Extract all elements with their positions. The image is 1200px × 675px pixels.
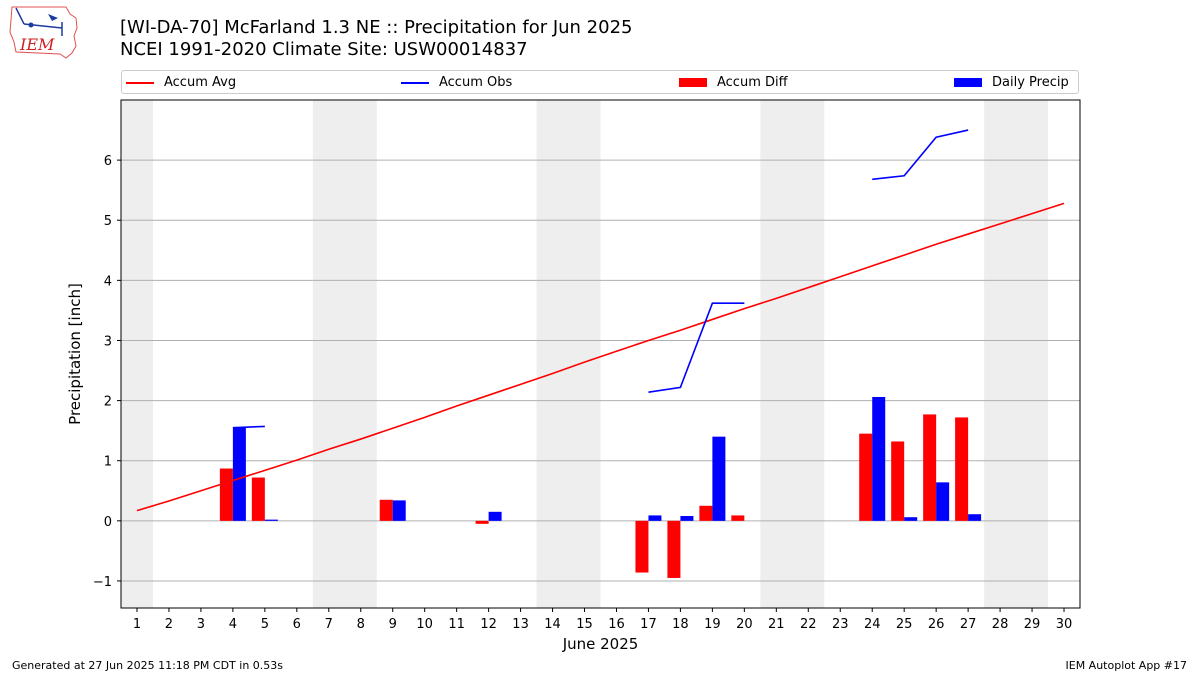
chart-subtitle: NCEI 1991-2020 Climate Site: USW00014837 <box>120 39 528 60</box>
ytick-label-5: 5 <box>104 214 112 229</box>
xtick-label-28: 28 <box>992 617 1009 632</box>
bar-accum-diff-26 <box>923 414 937 521</box>
xtick-label-14: 14 <box>544 617 561 632</box>
weekend-band-3 <box>760 100 825 608</box>
xtick-label-26: 26 <box>928 617 945 632</box>
weekend-band-0 <box>121 100 153 608</box>
bar-accum-diff-18 <box>667 520 681 578</box>
ytick-label-4: 4 <box>104 274 112 289</box>
legend: Accum Avg Accum Obs Accum Diff Daily Pre… <box>121 70 1079 94</box>
line-accum-obs-seg-2 <box>872 129 969 181</box>
xtick-label-10: 10 <box>416 617 433 632</box>
x-axis-label: June 2025 <box>562 635 639 653</box>
logo-text: IEM <box>19 35 55 54</box>
bar-daily-precip-5 <box>264 519 278 521</box>
xtick-label-6: 6 <box>293 617 301 632</box>
iem-logo: IEM <box>9 6 78 59</box>
bar-daily-precip-19 <box>712 436 726 521</box>
bar-daily-precip-4 <box>232 427 246 521</box>
ytick-label-1: 1 <box>104 455 112 470</box>
xtick-label-17: 17 <box>640 617 657 632</box>
chart-title: [WI-DA-70] McFarland 1.3 NE :: Precipita… <box>120 17 633 38</box>
xtick-label-12: 12 <box>480 617 497 632</box>
legend-label-accum-obs: Accum Obs <box>439 75 513 90</box>
legend-item-accum-obs: Accum Obs <box>401 74 512 91</box>
xtick-label-27: 27 <box>960 617 977 632</box>
xtick-label-25: 25 <box>896 617 913 632</box>
xtick-label-15: 15 <box>576 617 593 632</box>
legend-item-daily-precip: Daily Precip <box>954 74 1069 91</box>
bar-daily-precip-9 <box>392 500 406 521</box>
bar-accum-diff-9 <box>379 499 393 521</box>
legend-swatch-accum-avg <box>126 81 154 84</box>
bar-accum-diff-5 <box>251 477 265 521</box>
legend-item-accum-diff: Accum Diff <box>679 74 788 91</box>
bar-accum-diff-4 <box>219 468 233 521</box>
xtick-label-4: 4 <box>229 617 237 632</box>
xtick-label-20: 20 <box>736 617 753 632</box>
xtick-label-9: 9 <box>389 617 397 632</box>
generated-note: Generated at 27 Jun 2025 11:18 PM CDT in… <box>12 659 284 672</box>
line-accum-avg-seg-0 <box>136 202 1065 512</box>
bar-accum-diff-12 <box>475 520 489 524</box>
xtick-label-2: 2 <box>165 617 173 632</box>
xtick-label-1: 1 <box>133 617 141 632</box>
ytick-label-0: 0 <box>104 515 112 530</box>
weekend-band-1 <box>312 100 377 608</box>
bar-accum-diff-17 <box>635 520 649 573</box>
xtick-label-3: 3 <box>197 617 205 632</box>
bar-accum-diff-25 <box>891 441 905 521</box>
y-axis-label: Precipitation [inch] <box>66 283 84 425</box>
ytick-label-3: 3 <box>104 334 112 349</box>
xtick-label-7: 7 <box>325 617 333 632</box>
line-accum-obs-seg-1 <box>648 302 745 393</box>
bar-daily-precip-24 <box>872 396 886 521</box>
xtick-label-19: 19 <box>704 617 721 632</box>
weekend-band-4 <box>984 100 1049 608</box>
legend-item-accum-avg: Accum Avg <box>126 74 236 91</box>
bar-accum-diff-20 <box>731 515 745 521</box>
legend-swatch-accum-diff <box>679 78 707 87</box>
xtick-label-30: 30 <box>1056 617 1073 632</box>
bar-daily-precip-17 <box>648 515 662 521</box>
bar-daily-precip-12 <box>488 511 502 521</box>
plot-frame <box>120 99 1081 609</box>
ytick-label-6: 6 <box>104 154 112 169</box>
weekend-band-2 <box>536 100 601 608</box>
bar-daily-precip-18 <box>680 516 694 521</box>
xtick-label-8: 8 <box>357 617 365 632</box>
legend-swatch-daily-precip <box>954 78 982 87</box>
xtick-label-22: 22 <box>800 617 817 632</box>
bar-accum-diff-24 <box>859 433 873 521</box>
xtick-label-29: 29 <box>1024 617 1041 632</box>
xtick-label-13: 13 <box>512 617 529 632</box>
ytick-label--1: −1 <box>93 575 112 590</box>
bar-daily-precip-26 <box>936 482 950 521</box>
xtick-label-5: 5 <box>261 617 269 632</box>
xtick-label-23: 23 <box>832 617 849 632</box>
bar-accum-diff-27 <box>955 417 969 521</box>
line-accum-obs-seg-0 <box>232 425 265 429</box>
legend-label-accum-avg: Accum Avg <box>164 75 237 90</box>
bar-daily-precip-25 <box>904 517 918 521</box>
app-label: IEM Autoplot App #17 <box>1065 659 1188 672</box>
legend-label-daily-precip: Daily Precip <box>992 75 1069 90</box>
xtick-label-11: 11 <box>448 617 465 632</box>
xtick-label-21: 21 <box>768 617 785 632</box>
legend-swatch-accum-obs <box>401 81 429 84</box>
bar-accum-diff-19 <box>699 505 713 521</box>
ytick-label-2: 2 <box>104 395 112 410</box>
legend-label-accum-diff: Accum Diff <box>717 75 788 90</box>
xtick-label-16: 16 <box>608 617 625 632</box>
xtick-label-24: 24 <box>864 617 881 632</box>
xtick-label-18: 18 <box>672 617 689 632</box>
bar-daily-precip-27 <box>968 514 982 521</box>
